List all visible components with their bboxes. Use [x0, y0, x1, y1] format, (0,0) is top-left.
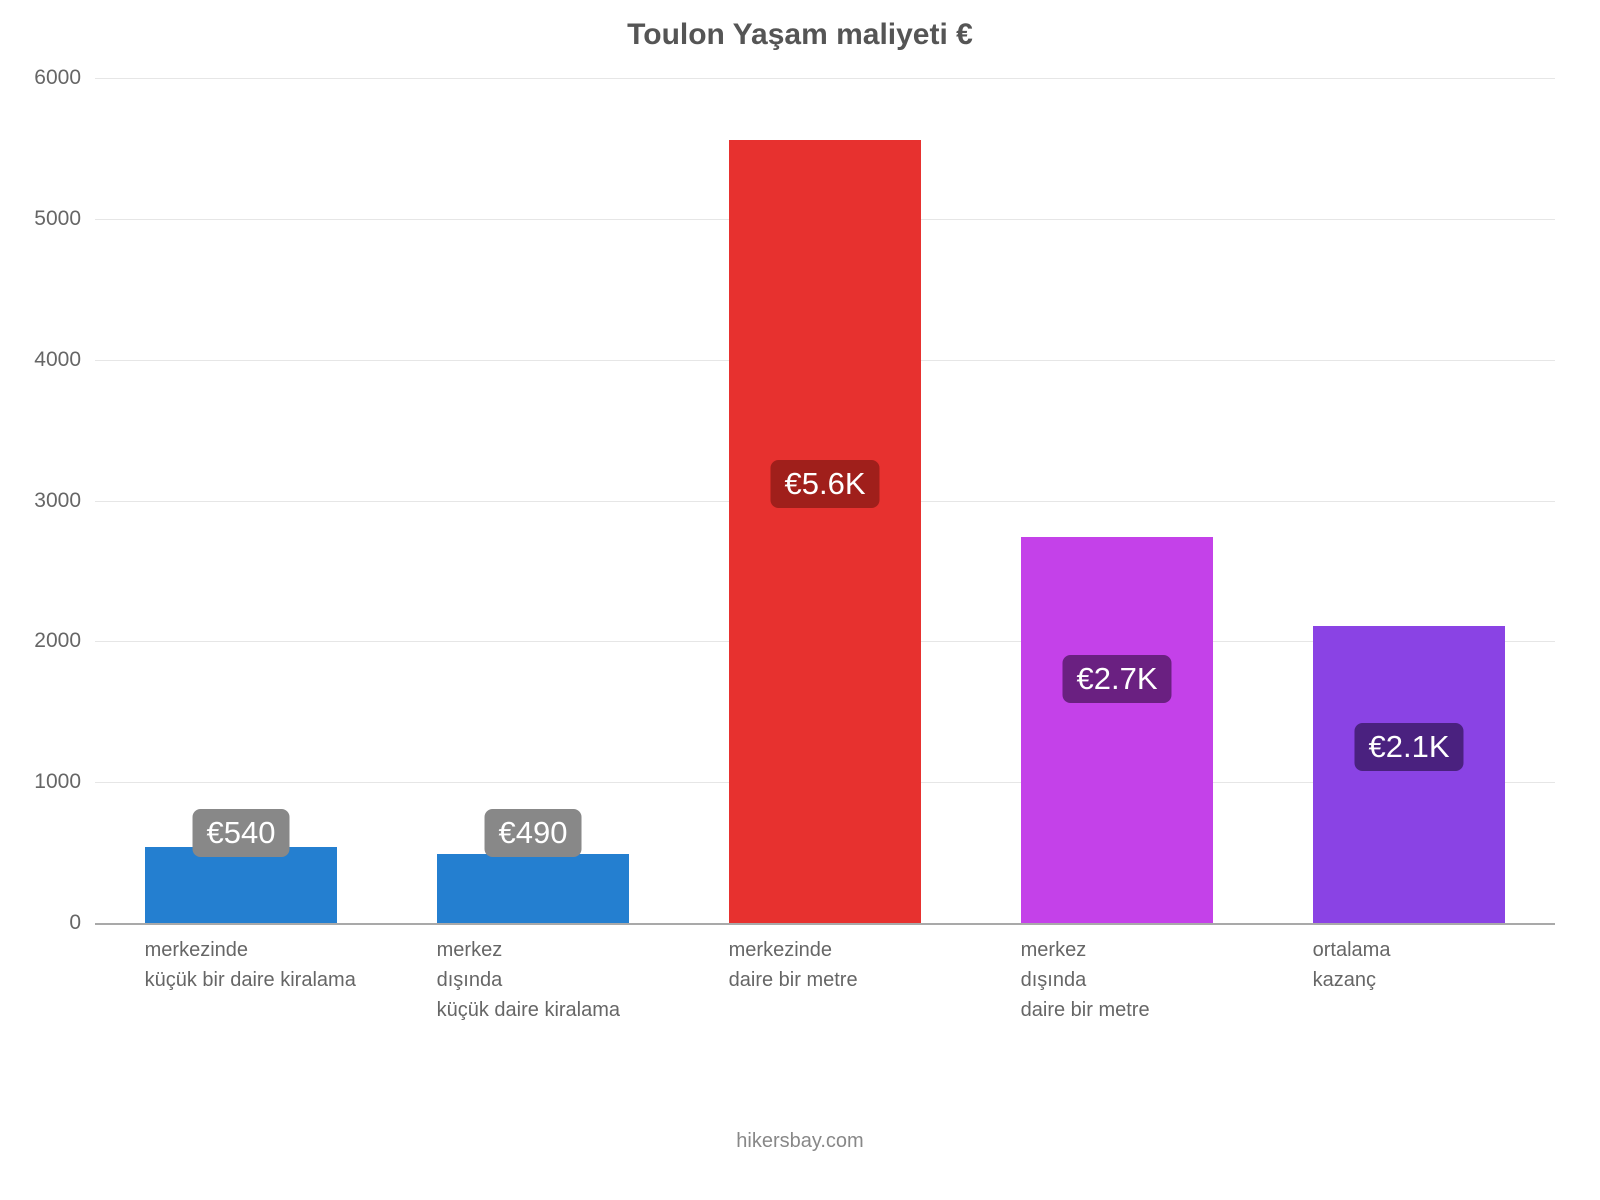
bar-value-label: €5.6K — [770, 460, 879, 508]
footer-attribution: hikersbay.com — [0, 1130, 1600, 1153]
y-axis-tick: 5000 — [34, 207, 95, 231]
bar — [1313, 626, 1506, 923]
bar — [437, 854, 630, 923]
gridline — [95, 923, 1555, 925]
y-axis-tick: 6000 — [34, 66, 95, 90]
x-axis-label: ortalamakazanç — [1313, 935, 1391, 995]
x-axis-label: merkezdışındadaire bir metre — [1021, 935, 1150, 1025]
y-axis-tick: 1000 — [34, 770, 95, 794]
bar-value-label: €2.1K — [1354, 723, 1463, 771]
chart-stage: Toulon Yaşam maliyeti € 0100020003000400… — [0, 0, 1600, 1200]
x-axis-label: merkezindedaire bir metre — [729, 935, 858, 995]
bar-value-label: €490 — [485, 809, 582, 857]
chart-title: Toulon Yaşam maliyeti € — [0, 18, 1600, 52]
y-axis-tick: 0 — [69, 911, 95, 935]
bar-value-label: €540 — [193, 809, 290, 857]
y-axis-tick: 4000 — [34, 348, 95, 372]
plot-area: 0100020003000400050006000€540merkezindek… — [95, 78, 1555, 923]
bar — [1021, 537, 1214, 923]
bar — [145, 847, 338, 923]
bar — [729, 140, 922, 923]
bar-value-label: €2.7K — [1062, 655, 1171, 703]
x-axis-label: merkezdışındaküçük daire kiralama — [437, 935, 620, 1025]
x-axis-label: merkezindeküçük bir daire kiralama — [145, 935, 356, 995]
gridline — [95, 78, 1555, 79]
y-axis-tick: 3000 — [34, 489, 95, 513]
y-axis-tick: 2000 — [34, 629, 95, 653]
